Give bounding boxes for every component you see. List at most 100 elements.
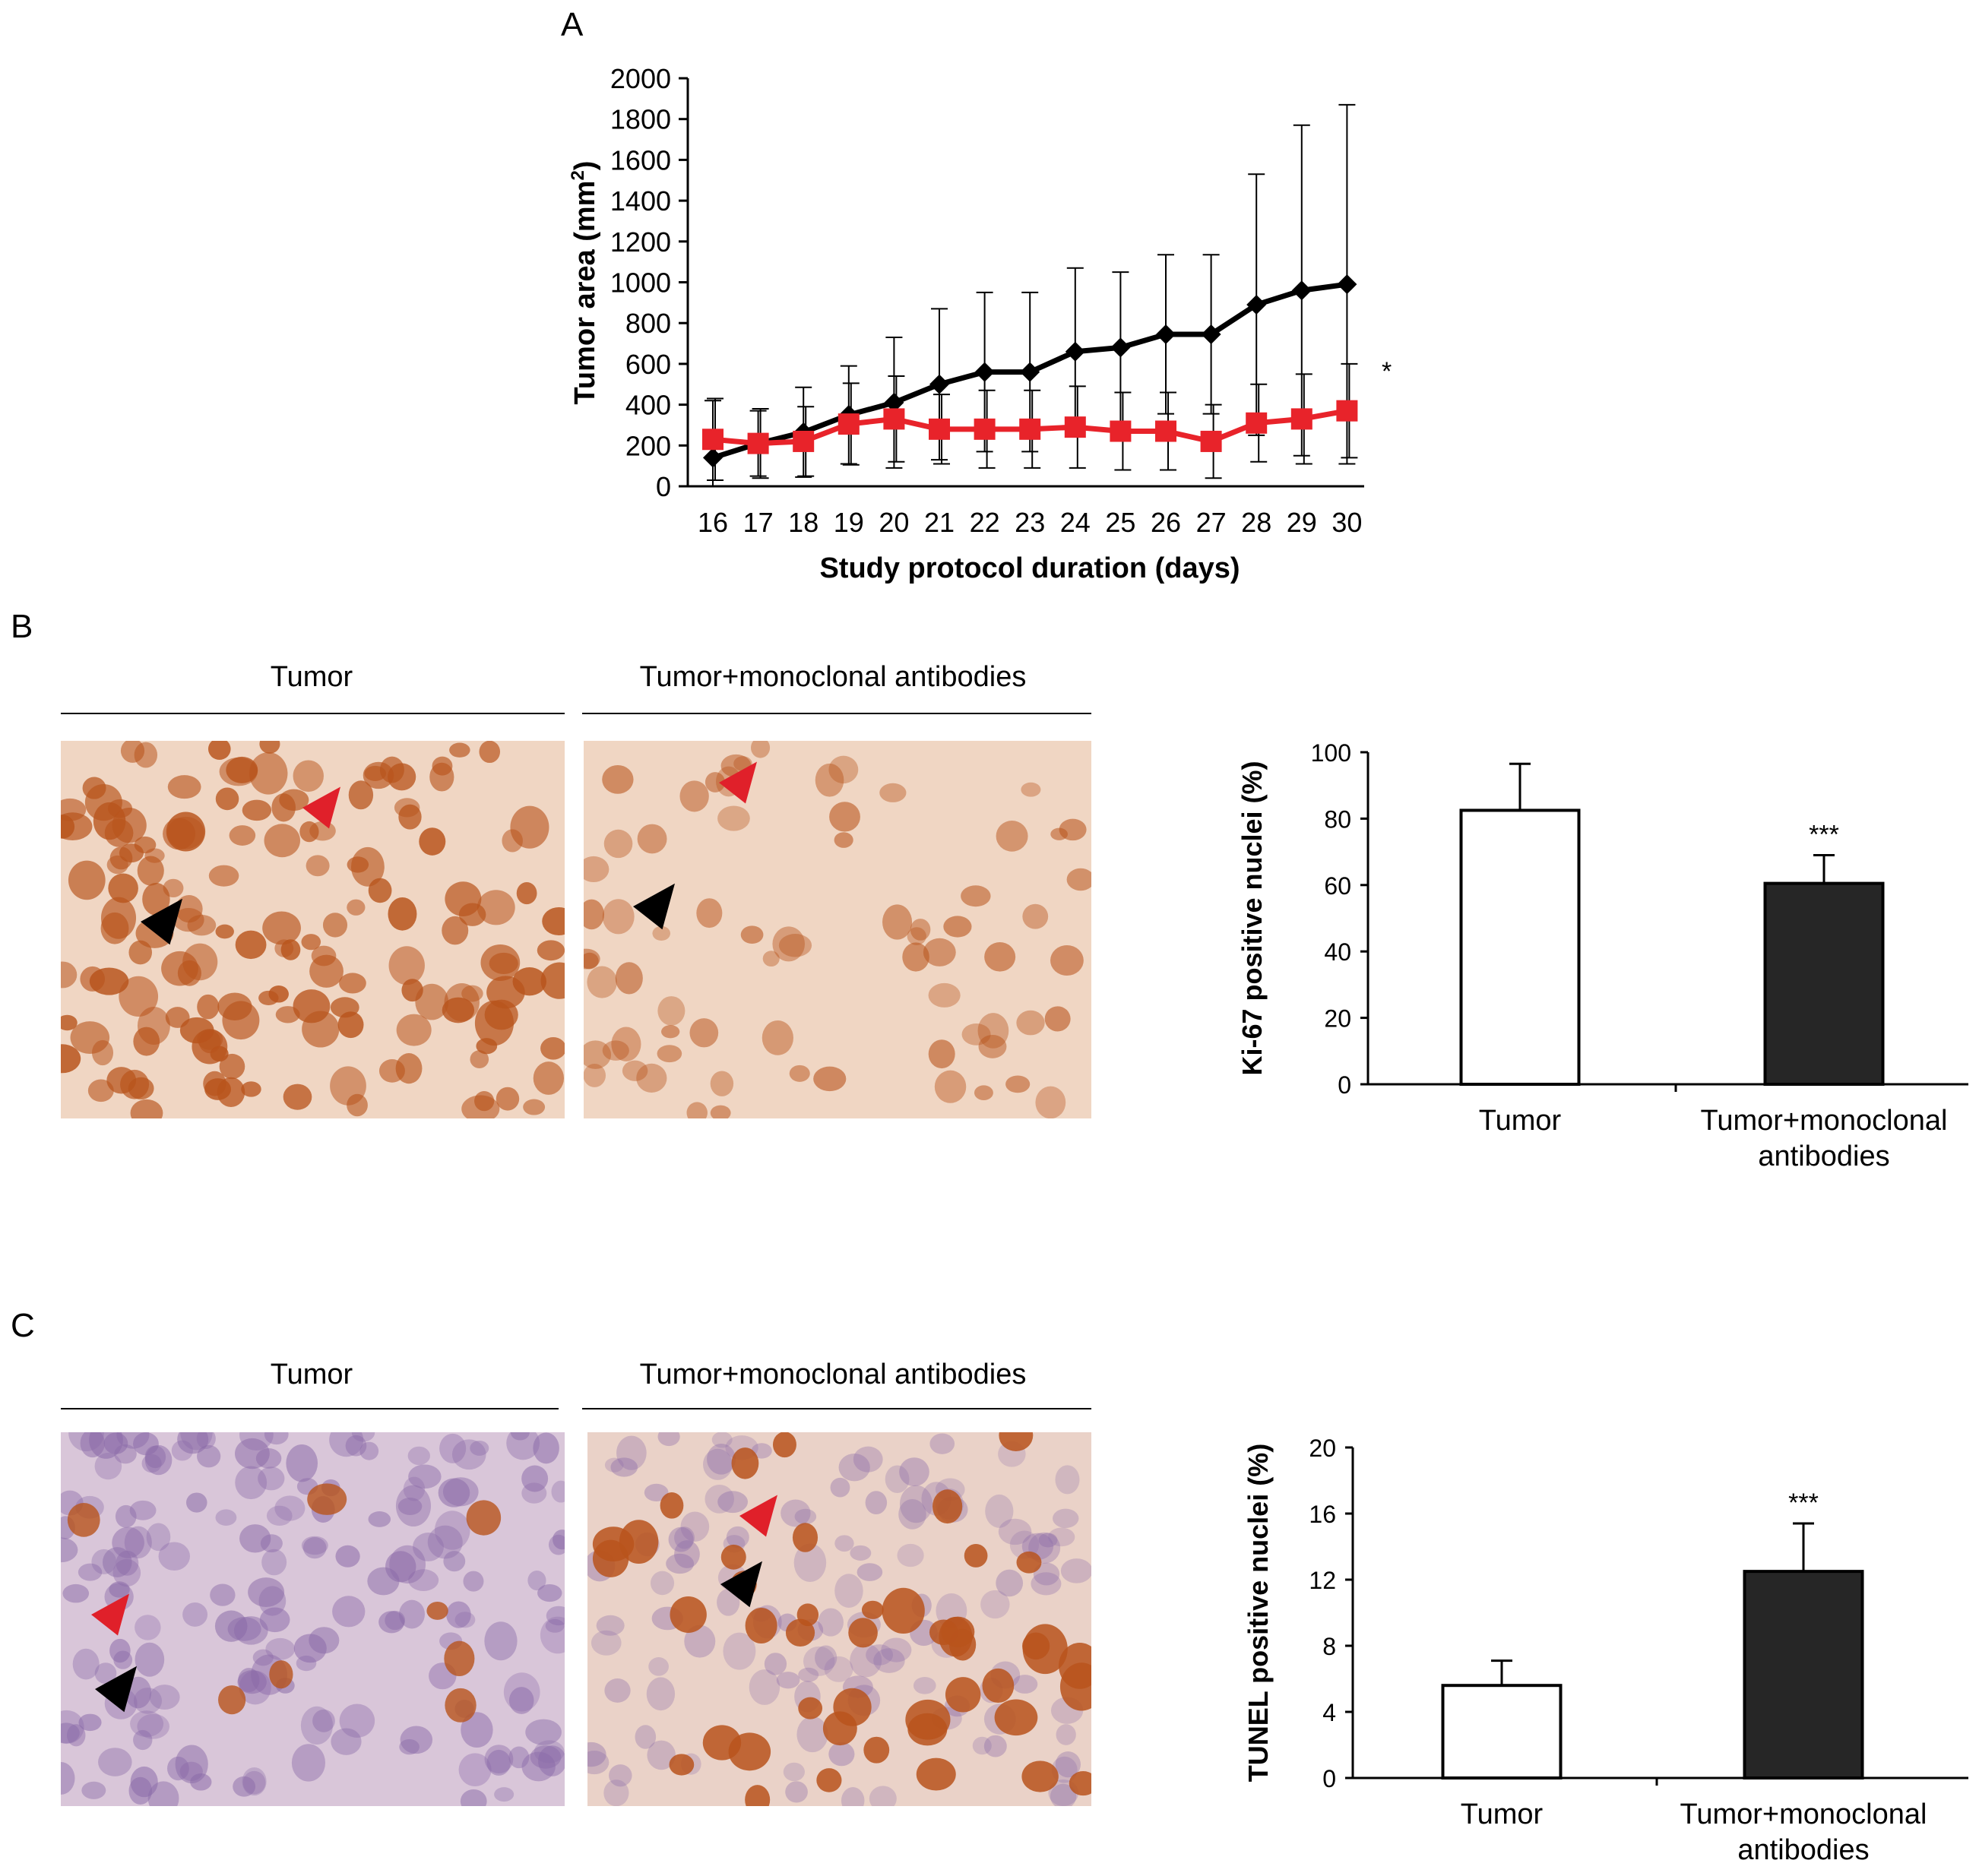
a-x-tick-label: 26 — [1151, 507, 1181, 538]
nucleus-shape — [388, 897, 417, 931]
stained-cell-shape — [792, 1523, 819, 1552]
a-y-tick-label: 200 — [625, 430, 671, 461]
stained-cell-shape — [702, 1725, 742, 1761]
a-x-tick-label: 25 — [1105, 507, 1135, 538]
nucleus-shape — [913, 1676, 936, 1694]
nucleus-shape — [928, 982, 961, 1008]
nucleus-shape — [133, 1688, 163, 1714]
panel-letter-c: C — [11, 1307, 35, 1344]
nucleus-shape — [707, 1443, 736, 1475]
nucleus-shape — [615, 962, 643, 995]
b-ki67-image-mab — [584, 741, 1091, 1118]
a-x-tick-label: 23 — [1015, 507, 1045, 538]
nucleus-shape — [299, 821, 319, 843]
nucleus-shape — [648, 1657, 669, 1676]
nucleus-shape — [540, 1616, 565, 1654]
a-y-axis-label: Tumor area (mm2) — [568, 161, 601, 405]
nucleus-shape — [717, 805, 750, 831]
nucleus-shape — [834, 1535, 854, 1552]
stained-cell-shape — [907, 1713, 948, 1746]
nucleus-shape — [610, 1457, 638, 1477]
nucleus-shape — [268, 985, 289, 1003]
nucleus-shape — [710, 1105, 731, 1118]
nucleus-shape — [661, 1025, 680, 1039]
nucleus-shape — [264, 824, 301, 858]
nucleus-shape — [689, 1018, 719, 1048]
nucleus-shape — [587, 1751, 610, 1775]
nucleus-shape — [119, 976, 159, 1017]
nucleus-shape — [609, 1764, 632, 1787]
nucleus-shape — [129, 1500, 157, 1520]
nucleus-shape — [219, 1053, 245, 1080]
nucleus-shape — [286, 1444, 318, 1482]
nucleus-shape — [622, 1060, 648, 1081]
nucleus-shape — [494, 1787, 515, 1802]
nucleus-shape — [928, 1039, 955, 1069]
nucleus-shape — [703, 1448, 733, 1480]
nucleus-shape — [72, 1648, 100, 1680]
nucleus-shape — [142, 882, 170, 916]
nucleus-shape — [477, 890, 515, 925]
nucleus-shape — [824, 1656, 853, 1682]
nucleus-shape — [242, 799, 272, 821]
stained-cell-shape — [798, 1697, 823, 1719]
nucleus-shape — [717, 1588, 740, 1616]
a-y-tick-label: 1400 — [610, 185, 671, 217]
a-y-tick-label: 800 — [625, 308, 671, 339]
nucleus-shape — [68, 1432, 104, 1451]
a-point-mab — [929, 418, 950, 440]
a-point-mab — [1290, 408, 1312, 430]
nucleus-shape — [81, 1781, 106, 1799]
a-point-mab — [883, 408, 905, 430]
nucleus-shape — [1048, 1527, 1075, 1547]
nucleus-shape — [480, 944, 521, 981]
nucleus-shape — [1016, 1010, 1045, 1036]
nucleus-shape — [291, 1744, 326, 1782]
c-y-tick-label: 8 — [1322, 1633, 1336, 1660]
nucleus-shape — [650, 1571, 675, 1596]
nucleus-shape — [996, 821, 1028, 852]
b-category-label: Tumor+monoclonal — [1701, 1105, 1948, 1137]
nucleus-shape — [408, 1464, 442, 1489]
nucleus-shape — [167, 775, 201, 799]
stained-cell-shape — [619, 1520, 659, 1564]
nucleus-shape — [829, 802, 860, 832]
nucleus-shape — [207, 741, 231, 760]
nucleus-shape — [533, 1061, 565, 1095]
nucleus-shape — [899, 1485, 933, 1523]
nucleus-shape — [330, 1066, 366, 1106]
nucleus-shape — [94, 1662, 117, 1685]
nucleus-shape — [764, 1653, 787, 1675]
stained-cell-shape — [426, 1602, 448, 1620]
nucleus-shape — [636, 1063, 667, 1093]
nucleus-shape — [248, 1577, 285, 1607]
nucleus-shape — [486, 1749, 511, 1776]
black-arrowhead-icon — [141, 898, 182, 945]
c-y-tick-label: 12 — [1309, 1567, 1336, 1594]
nucleus-shape — [434, 1511, 470, 1550]
nucleus-shape — [1056, 1724, 1076, 1745]
a-point-tumor — [1020, 362, 1040, 382]
nucleus-shape — [834, 1574, 863, 1609]
a-point-mab — [1110, 420, 1132, 442]
nucleus-shape — [306, 855, 330, 877]
nucleus-shape — [841, 1787, 865, 1806]
a-point-tumor — [1201, 324, 1221, 344]
stained-cell-shape — [932, 1489, 963, 1524]
stained-cell-shape — [772, 1432, 796, 1458]
b-y-tick-label: 0 — [1338, 1071, 1351, 1099]
nucleus-shape — [275, 1006, 300, 1023]
red-arrowhead-icon — [739, 1495, 777, 1537]
c-tunel-image-tumor — [61, 1432, 565, 1806]
nucleus-shape — [229, 825, 256, 846]
a-x-tick-label: 16 — [698, 507, 728, 538]
stained-cell-shape — [785, 1618, 815, 1647]
nucleus-shape — [137, 1006, 170, 1046]
black-arrowhead-icon — [720, 1561, 762, 1608]
nucleus-shape — [789, 1065, 810, 1082]
nucleus-shape — [540, 962, 565, 999]
nucleus-shape — [215, 787, 239, 811]
nucleus-shape — [587, 966, 617, 998]
nucleus-shape — [368, 878, 392, 903]
nucleus-shape — [113, 1650, 133, 1669]
